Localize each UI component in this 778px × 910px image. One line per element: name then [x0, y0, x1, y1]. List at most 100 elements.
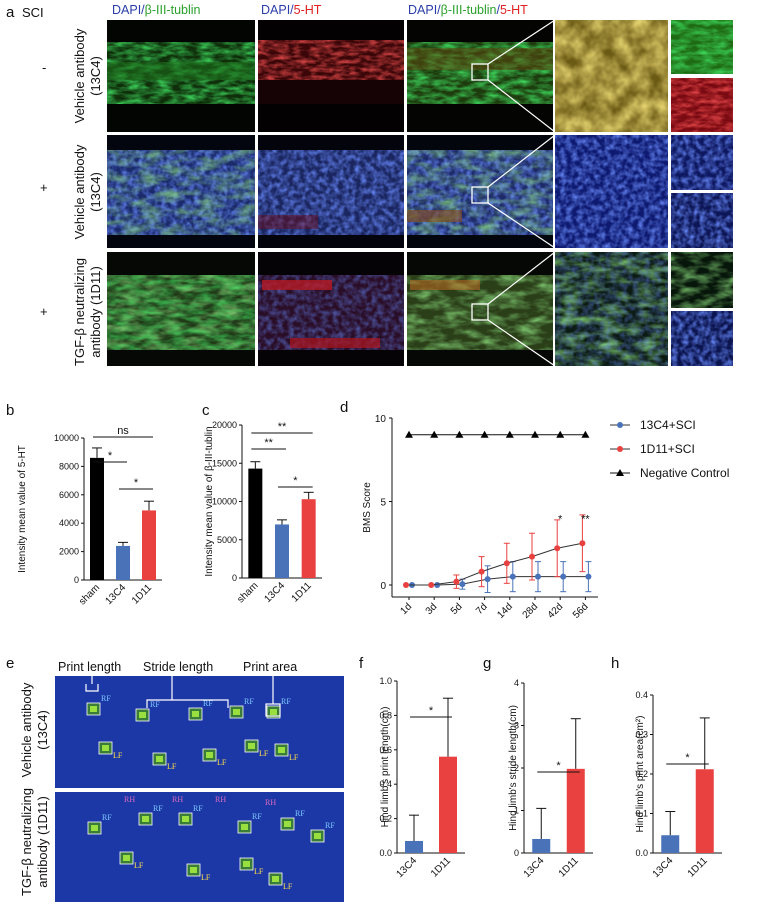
y-tick-label-b: 10000 [54, 433, 79, 443]
bar-g-1D11 [566, 768, 585, 853]
paw-print-core [90, 706, 97, 712]
x-tick-label-b: 1D11 [130, 582, 154, 606]
paw-print-core [102, 745, 109, 751]
panel-letter-e: e [6, 655, 14, 672]
col3-slash: / [496, 3, 500, 17]
x-tick-label-d: 1d [398, 601, 414, 617]
panel-letter-f: f [359, 655, 364, 672]
y-tick-label-f: 0.2 [379, 814, 392, 824]
paw-tag: LF [259, 749, 269, 758]
paw-tag-rh: RH [215, 795, 226, 804]
series-marker-d-2 [455, 430, 464, 438]
col3-dapi: DAPI/ [408, 3, 441, 17]
bar-f-1D11 [439, 756, 457, 853]
row-3-label: + TGF-β neutralizing antibody (1D11) [40, 258, 103, 366]
y-axis-label-g: Hind limb's stride length(cm) [508, 705, 519, 831]
significance-label-b: * [134, 477, 139, 489]
row-1-sci: - [42, 60, 46, 75]
y-tick-label-f: 0.6 [379, 745, 392, 755]
row-1-label: - Vehicle antibody (13C4) [42, 28, 103, 123]
y-axis-label-b: Intensity mean value of 5-HT [17, 445, 28, 573]
series-marker-d-0 [484, 576, 491, 583]
x-tick-label-b: sham [77, 582, 102, 607]
panel-letter-d: d [340, 399, 348, 416]
x-tick-label-c: 1D11 [290, 580, 314, 604]
y-tick-label-h: 0.4 [635, 690, 648, 700]
y-tick-label-f: 0.0 [379, 848, 392, 858]
y-tick-label-g: 3 [514, 721, 519, 731]
paw-print-core [91, 825, 98, 831]
chart-g: 0 1 2 3 4 13C4 1D11 Hind limb's stride length(c… [508, 678, 593, 880]
x-tick-label-g: 13C4 [522, 855, 547, 880]
x-tick-label-f: 13C4 [394, 855, 419, 880]
bar-c-1D11 [301, 499, 316, 578]
y-tick-label-d: 0 [380, 581, 386, 592]
y-tick-label-b: 2000 [59, 547, 79, 557]
paw-print-core [284, 821, 291, 827]
paw-tag-rh: RH [124, 795, 135, 804]
significance-label-d: * [558, 513, 563, 525]
paw-tag: RF [153, 804, 163, 813]
legend-marker-0 [617, 422, 623, 428]
panel-letter-h: h [611, 655, 619, 672]
paw-tag: LF [283, 882, 293, 891]
y-axis-label-f: Hind limb's print length(cm) [380, 707, 391, 828]
col1-tubulin: β-III-tublin [145, 3, 201, 17]
column-title-2: DAPI/5-HT [261, 3, 322, 17]
x-tick-label-b: 13C4 [103, 582, 128, 607]
significance-label-d: ** [581, 513, 590, 525]
x-tick-label-d: 3d [424, 601, 440, 617]
paw-print-core [248, 743, 255, 749]
paw-print-core [139, 712, 146, 718]
x-tick-label-f: 1D11 [429, 855, 453, 879]
footprint-row-2-line2: antibody (1D11) [35, 796, 50, 888]
bar-h-13C4 [661, 835, 680, 853]
series-marker-d-2 [430, 430, 439, 438]
panel-letter-g: g [483, 655, 491, 672]
y-tick-label-c: 10000 [212, 497, 237, 507]
footprint-row-1-line2: (13C4) [35, 710, 50, 750]
y-tick-label-b: 4000 [59, 518, 79, 528]
series-line-d-1 [406, 542, 583, 586]
series-marker-d-2 [405, 430, 413, 438]
paw-print-core [206, 752, 213, 758]
y-tick-label-d: 10 [375, 414, 387, 425]
paw-tag: RF [101, 694, 111, 703]
y-tick-label-g: 2 [514, 763, 519, 773]
footprint-annotations: Print length Stride length Print area [58, 660, 297, 674]
series-marker-d-0 [560, 573, 567, 580]
column-title-1: DAPI/β-III-tublin [112, 3, 201, 17]
series-marker-d-1 [453, 578, 460, 585]
y-axis-label-d: BMS Score [362, 482, 373, 533]
paw-print-core [192, 711, 199, 717]
paw-tag: LF [113, 751, 123, 760]
col2-dapi: DAPI/ [261, 3, 294, 17]
y-tick-label-b: 8000 [59, 461, 79, 471]
significance-label-b: ns [117, 425, 129, 437]
micrograph-row-3 [107, 251, 733, 367]
paw-tag: RF [252, 812, 262, 821]
paw-print-core [243, 861, 250, 867]
paw-tag: LF [201, 873, 211, 882]
paw-tag: LF [134, 861, 144, 870]
bar-b-1D11 [142, 510, 156, 580]
row-2-label-line2: (13C4) [88, 172, 103, 212]
row-1-label-line1: Vehicle antibody [72, 28, 87, 123]
paw-print-core [270, 709, 277, 715]
paw-print-core [123, 855, 130, 861]
chart-h: 0.0 0.1 0.2 0.3 0.4 13C4 1D11 Hind limb's print… [635, 690, 722, 880]
footprint-row-2-line1: TGF-β neutralizing [19, 788, 34, 896]
y-tick-label-c: 15000 [212, 458, 237, 468]
legend-label-1: 1D11+SCI [640, 442, 695, 456]
significance-label-h: * [685, 752, 690, 764]
series-marker-d-2 [480, 430, 489, 438]
y-tick-label-h: 0.1 [635, 809, 648, 819]
footprint-row-1-line1: Vehicle antibody [19, 682, 34, 777]
series-marker-d-1 [478, 568, 485, 575]
row-2-label-line1: Vehicle antibody [72, 144, 87, 239]
bar-f-13C4 [405, 840, 423, 853]
series-marker-d-1 [579, 540, 586, 547]
y-tick-label-g: 0 [514, 848, 519, 858]
